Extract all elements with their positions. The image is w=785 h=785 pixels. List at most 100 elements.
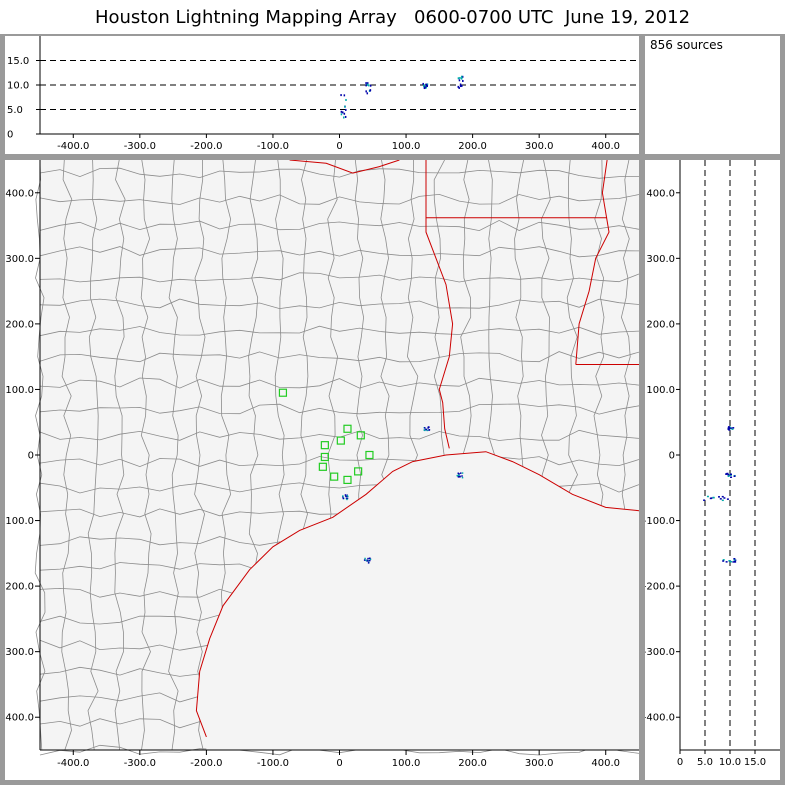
map-x-tick-label: 0 <box>336 758 342 769</box>
lightning-source <box>340 110 343 113</box>
lightning-source <box>723 497 726 499</box>
lightning-source <box>422 82 424 85</box>
lightning-source <box>732 427 735 429</box>
lightning-source <box>721 495 724 498</box>
lightning-source <box>345 108 347 111</box>
right-y-tick-label: 0 <box>669 451 675 462</box>
top-x-tick-label: 0 <box>336 141 342 152</box>
lightning-source <box>461 84 463 87</box>
lightning-source <box>426 84 429 87</box>
lightning-source <box>423 429 426 432</box>
lightning-source <box>456 474 459 477</box>
lightning-source <box>461 475 463 477</box>
lightning-source <box>733 475 736 477</box>
lightning-source <box>344 105 346 108</box>
lightning-source <box>426 429 429 432</box>
county-line <box>87 159 99 751</box>
lightning-source <box>427 427 429 429</box>
lightning-source <box>346 498 348 501</box>
county-line <box>168 159 179 751</box>
county-line <box>114 159 126 751</box>
lightning-source <box>727 475 730 478</box>
lightning-source <box>427 426 430 428</box>
map-y-tick-label: 200.0 <box>5 319 34 330</box>
map-y-tick-label: 300.0 <box>5 254 34 265</box>
lightning-source <box>725 561 728 563</box>
lightning-source <box>342 116 345 119</box>
lightning-source <box>425 83 428 86</box>
lightning-source <box>345 98 347 101</box>
lightning-source <box>712 496 715 499</box>
altitude-ew-plot: -400.0 -300.0 -200.0 -100.0 0 100.0 200.0 300.0… <box>7 36 639 152</box>
lightning-source <box>423 84 426 87</box>
lightning-source <box>457 77 460 80</box>
top-x-tick-label: -200.0 <box>190 141 222 152</box>
county-line <box>39 246 640 258</box>
lightning-source <box>363 559 366 561</box>
lightning-source <box>725 473 728 475</box>
map-x-tick-label: -300.0 <box>124 758 156 769</box>
map-x-tick-label: -400.0 <box>57 758 89 769</box>
lightning-source <box>346 497 349 500</box>
lma-station-marker <box>343 424 352 433</box>
state-border-mississippi <box>575 159 610 365</box>
county-line <box>39 298 640 310</box>
lightning-source <box>365 559 367 562</box>
lightning-source <box>733 557 736 560</box>
map-x-tick-label: 400.0 <box>591 758 620 769</box>
top-y-tick-label: 15.0 <box>7 56 29 67</box>
lightning-source <box>461 75 464 78</box>
lightning-source <box>458 86 460 89</box>
right-y-tick-label: 200.0 <box>646 319 675 330</box>
lightning-source <box>722 560 725 562</box>
lightning-source <box>728 427 731 429</box>
lma-station-marker <box>320 441 329 450</box>
right-y-tick-label: -200.0 <box>645 582 675 593</box>
right-y-tick-label: 100.0 <box>646 385 675 396</box>
right-x-tick-label: 5.0 <box>697 757 713 768</box>
lightning-source <box>732 561 735 563</box>
gulf-area <box>196 451 639 750</box>
lightning-source <box>727 428 730 431</box>
county-line <box>39 219 640 232</box>
lightning-source <box>425 428 428 431</box>
lightning-source <box>424 86 426 89</box>
lightning-source <box>722 559 725 561</box>
lightning-source <box>730 560 733 563</box>
top-x-tick-label: 100.0 <box>392 141 421 152</box>
lightning-source <box>369 557 371 560</box>
lightning-source <box>366 92 369 95</box>
lightning-source <box>425 86 427 89</box>
right-y-tick-label: -100.0 <box>645 516 675 527</box>
county-line <box>39 167 640 179</box>
lightning-source <box>369 84 372 87</box>
lightning-source <box>731 428 734 430</box>
lightning-source <box>343 94 346 97</box>
map-y-tick-label: -400.0 <box>5 713 34 724</box>
lma-station-marker <box>278 388 288 397</box>
lightning-source <box>703 499 706 501</box>
lightning-source <box>342 111 344 114</box>
lightning-source <box>729 473 732 476</box>
top-x-tick-label: -400.0 <box>57 141 89 152</box>
altitude-ew-panel: -400.0 -300.0 -200.0 -100.0 0 100.0 200.0 300.0… <box>5 36 639 154</box>
top-y-tick-label: 5.0 <box>7 105 23 116</box>
plan-view-map: -400.0 -300.0 -200.0 -100.0 0 100.0 200.0 300.0… <box>2 159 640 769</box>
county-line <box>61 159 73 751</box>
lightning-source <box>367 82 369 85</box>
lightning-source <box>369 558 372 560</box>
map-y-tick-label: -300.0 <box>5 647 34 658</box>
lma-station-marker <box>343 475 352 485</box>
chart-title: Houston Lightning Mapping Array 0600-070… <box>0 0 785 34</box>
county-line <box>39 456 640 468</box>
county-line <box>39 272 640 283</box>
lightning-source <box>365 82 367 85</box>
lightning-source <box>458 79 461 82</box>
lightning-source <box>364 557 366 560</box>
lightning-source <box>345 495 347 498</box>
lightning-source <box>726 498 729 500</box>
lightning-source <box>340 113 343 116</box>
map-x-tick-label: 200.0 <box>458 758 487 769</box>
right-x-tick-label: 15.0 <box>744 757 766 768</box>
lightning-source <box>365 90 367 93</box>
